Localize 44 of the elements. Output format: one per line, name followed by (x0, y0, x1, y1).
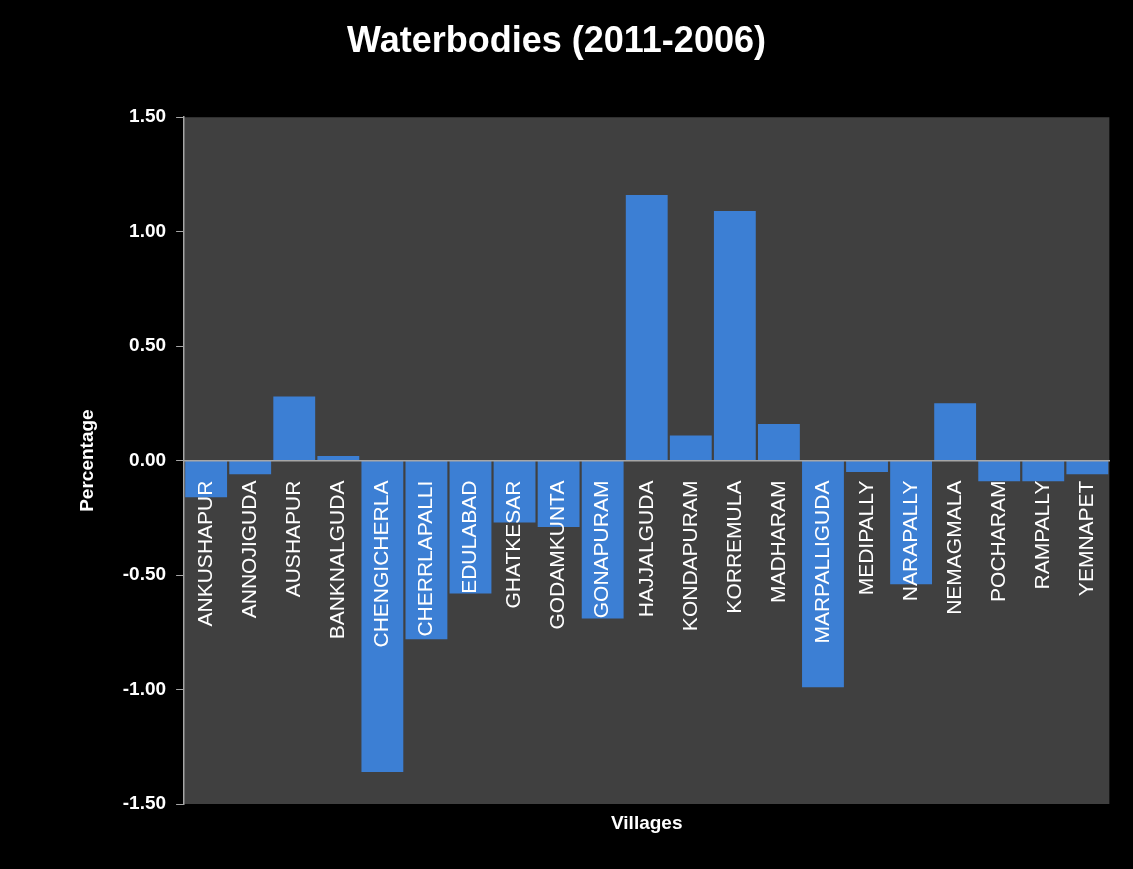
y-tick-label: 0.50 (129, 334, 167, 356)
x-tick-label: RAMPALLY (1030, 480, 1054, 590)
bar (713, 211, 756, 461)
bar (1022, 461, 1065, 482)
bar (669, 435, 712, 461)
x-tick-label: NEMAGMALA (941, 480, 965, 615)
y-axis-title: Percentage (75, 409, 97, 512)
x-tick-label: EDULABAD (457, 480, 481, 594)
x-tick-label: CHENGICHERLA (369, 480, 393, 648)
bar (317, 456, 360, 461)
x-tick-label: ANNOJIGUDA (236, 480, 260, 619)
y-tick-label: 1.50 (129, 105, 167, 127)
x-tick-label: MADHARAM (765, 480, 789, 604)
y-tick-label: 0.00 (129, 448, 167, 470)
y-tick-label: -0.50 (122, 563, 167, 585)
x-tick-label: MARPALLIGUDA (809, 480, 833, 644)
x-tick-label: NARAPALLY (897, 480, 921, 602)
y-tick-label: 1.00 (129, 219, 167, 241)
x-tick-label: ANKUSHAPUR (192, 480, 216, 627)
chart-title: Waterbodies (2011-2006) (347, 18, 766, 60)
bar (229, 461, 272, 475)
x-tick-label: BANKNALGUDA (325, 480, 349, 640)
x-tick-label: GHATKESAR (501, 480, 525, 609)
bar (978, 461, 1021, 482)
bar (934, 403, 977, 461)
x-tick-label: GONAPURAM (589, 480, 613, 619)
x-tick-label: CHERRLAPALLI (413, 480, 437, 637)
x-axis-title: Villages (610, 812, 683, 834)
bar (1066, 461, 1109, 475)
bar (273, 396, 316, 461)
x-tick-label: GODAMKUNTA (545, 480, 569, 630)
x-tick-label: MEDIPALLY (853, 480, 877, 596)
x-tick-label: KORREMULA (721, 480, 745, 614)
bar (361, 461, 404, 772)
y-tick-label: -1.00 (122, 677, 167, 699)
x-tick-label: KONDAPURAM (677, 480, 701, 632)
x-tick-label: AUSHAPUR (281, 480, 305, 598)
bar (846, 461, 888, 473)
x-tick-label: HAJJALGUDA (633, 480, 657, 618)
x-tick-label: YEMNAPET (1074, 480, 1098, 597)
bar (757, 423, 800, 461)
bar (625, 195, 668, 461)
x-tick-label: POCHARAM (986, 480, 1009, 602)
y-tick-label: -1.50 (122, 792, 167, 814)
